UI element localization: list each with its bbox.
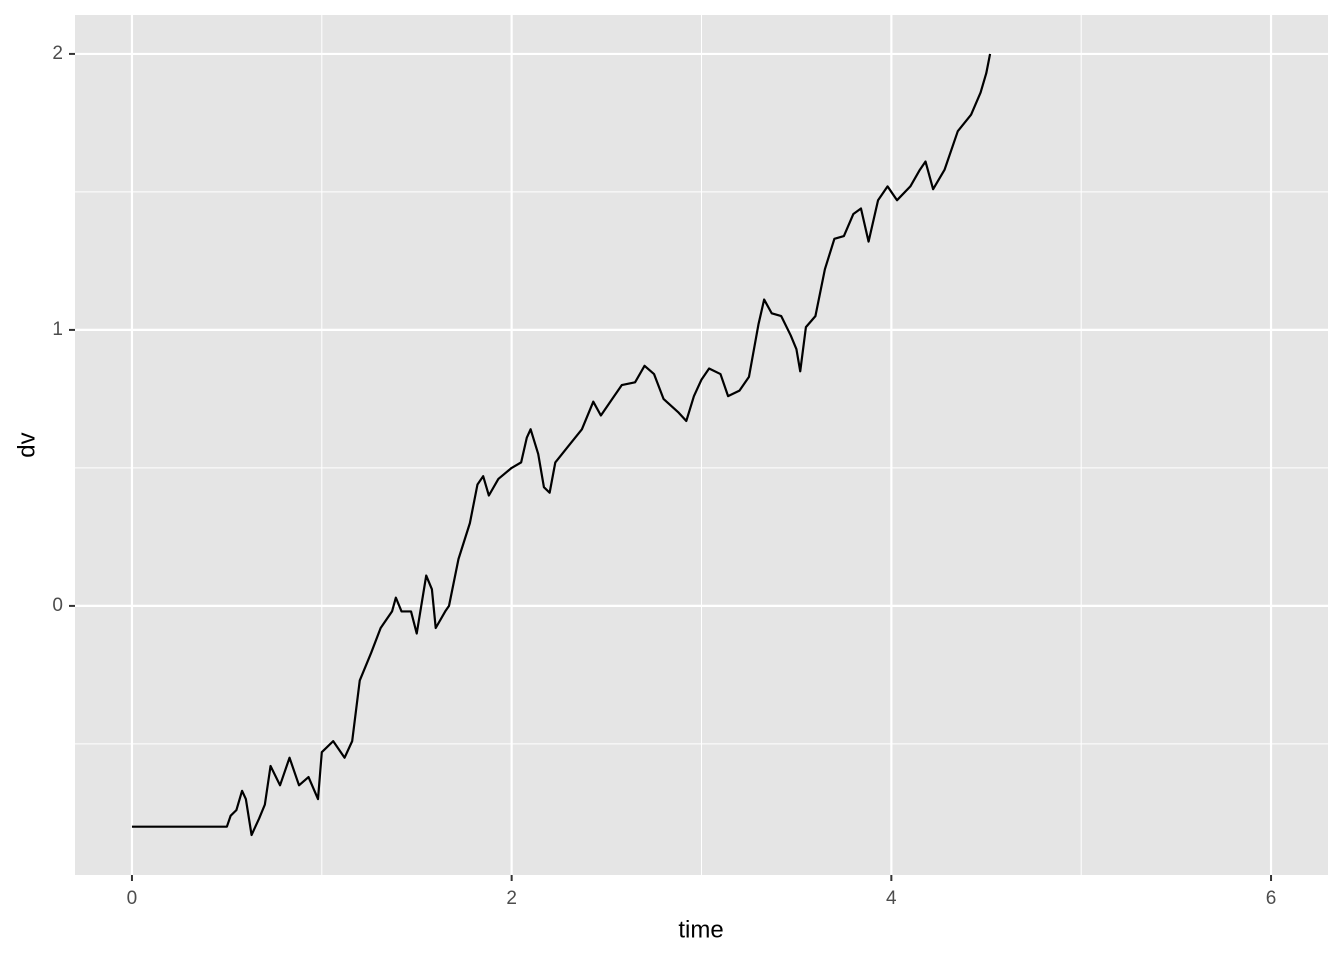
x-tick-label: 0: [127, 888, 138, 909]
plot-area: [131, 53, 992, 837]
x-axis-title: time: [678, 916, 723, 943]
y-tick-label: 2: [52, 43, 63, 64]
data-line: [131, 53, 992, 837]
y-tick-label: 1: [52, 319, 63, 340]
x-tick-label: 2: [506, 888, 517, 909]
y-tick-label: 0: [52, 595, 63, 616]
x-tick-label: 4: [886, 888, 897, 909]
y-axis-title: dv: [13, 432, 40, 457]
x-tick-label: 6: [1266, 888, 1277, 909]
grid: [75, 15, 1328, 875]
